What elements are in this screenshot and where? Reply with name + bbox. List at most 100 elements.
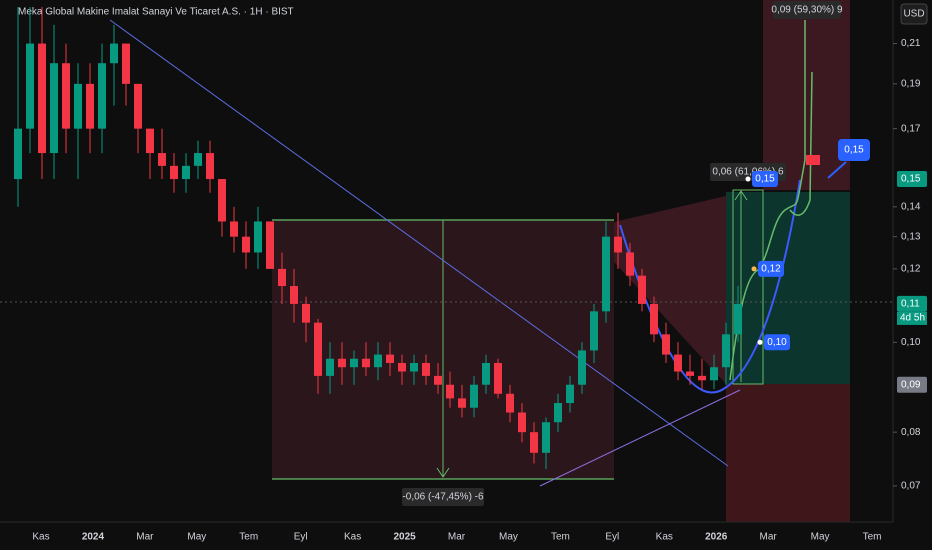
measure-box bbox=[732, 189, 764, 385]
candle-body bbox=[182, 165, 190, 180]
candle-body bbox=[506, 393, 514, 413]
candle-body bbox=[86, 83, 94, 129]
arrow-head bbox=[436, 467, 450, 478]
callout-box bbox=[838, 139, 870, 161]
candle-body bbox=[686, 371, 694, 376]
measure-label: -0,06 (-47,45%) -6 bbox=[402, 492, 484, 503]
candle-body bbox=[326, 358, 334, 376]
candle-body bbox=[338, 358, 346, 368]
x-tick-label: May bbox=[811, 532, 830, 543]
fan-area bbox=[614, 196, 726, 384]
candle-body bbox=[710, 367, 718, 381]
price-label-note: 4d 5h bbox=[900, 313, 925, 324]
candle-body bbox=[446, 384, 454, 399]
candle-body bbox=[218, 179, 226, 222]
chart-title: Meka Global Makine Imalat Sanayi Ve Tica… bbox=[18, 7, 294, 18]
y-tick-label: 0,12 bbox=[901, 264, 921, 275]
x-tick-label: Mar bbox=[136, 532, 154, 543]
candle-body bbox=[578, 350, 586, 385]
marker-label: 0,10 bbox=[767, 337, 787, 348]
candle-body bbox=[350, 358, 358, 368]
measure-label: 0,06 (61,06%) 6 bbox=[712, 167, 784, 178]
y-tick-label: 0,19 bbox=[901, 79, 921, 90]
support-line bbox=[539, 389, 741, 487]
candle-body bbox=[638, 275, 646, 304]
candle-body bbox=[674, 354, 682, 372]
candle-body bbox=[158, 153, 166, 166]
price-label: 0,11 bbox=[901, 299, 920, 310]
currency-box bbox=[900, 3, 928, 25]
candle-body bbox=[554, 403, 562, 423]
marker-box bbox=[752, 171, 778, 188]
marker-box bbox=[758, 260, 784, 277]
arrow-head bbox=[734, 190, 748, 201]
x-tick-label: Kas bbox=[32, 532, 49, 543]
projection bbox=[789, 71, 813, 216]
x-tick-label: May bbox=[499, 532, 518, 543]
candle-body bbox=[110, 43, 118, 64]
price-label-box bbox=[897, 376, 927, 393]
candle-body bbox=[14, 128, 22, 180]
drawings bbox=[0, 0, 893, 522]
candle-body bbox=[314, 322, 322, 376]
measure-box-label bbox=[773, 1, 841, 19]
y-tick-label: 0,10 bbox=[901, 337, 921, 348]
x-tick-label: Tem bbox=[551, 532, 570, 543]
marker-label: 0,15 bbox=[755, 174, 775, 185]
candle-body bbox=[398, 362, 406, 372]
marker-dot bbox=[751, 266, 757, 272]
marker-dot bbox=[757, 339, 763, 345]
candle-body bbox=[650, 303, 658, 335]
marker-label: 0,12 bbox=[761, 264, 781, 275]
candle-body bbox=[362, 358, 370, 368]
measure-label: 0,09 (59,30%) 9 bbox=[771, 5, 843, 16]
x-tick-label: May bbox=[187, 532, 206, 543]
candle-body bbox=[134, 83, 142, 129]
candle-body bbox=[170, 165, 178, 180]
candle-body bbox=[26, 43, 34, 129]
marker-box bbox=[764, 334, 790, 351]
candle-body bbox=[566, 384, 574, 404]
candle-body bbox=[278, 268, 286, 287]
x-tick-label: Mar bbox=[760, 532, 778, 543]
candle-body bbox=[410, 362, 418, 372]
candle-body bbox=[242, 236, 250, 253]
x-tick-label: Mar bbox=[448, 532, 466, 543]
candle-body bbox=[206, 153, 214, 180]
measure-box-label bbox=[402, 488, 484, 506]
candle-body bbox=[590, 311, 598, 351]
x-tick-label: Tem bbox=[239, 532, 258, 543]
candle-body bbox=[122, 43, 130, 84]
y-tick-label: 0,17 bbox=[901, 123, 921, 134]
candle-body bbox=[98, 63, 106, 129]
callout: 0,15 bbox=[844, 145, 864, 156]
candle-body bbox=[602, 236, 610, 312]
price-label: 0,15 bbox=[901, 174, 921, 185]
candle-body bbox=[470, 384, 478, 408]
candle-body bbox=[458, 398, 466, 408]
candle-body bbox=[662, 334, 670, 355]
candle-body bbox=[146, 128, 154, 154]
candle-body bbox=[734, 303, 742, 335]
candle-body bbox=[230, 221, 238, 237]
marker-dot bbox=[745, 176, 751, 182]
candle-body bbox=[302, 303, 310, 323]
candle-body bbox=[374, 354, 382, 368]
flag bbox=[806, 155, 820, 165]
candle-body bbox=[482, 362, 490, 385]
price-label-box bbox=[897, 295, 927, 312]
x-tick-label: Kas bbox=[656, 532, 673, 543]
callout-pointer bbox=[827, 161, 847, 179]
candle-body bbox=[434, 375, 442, 385]
candle-body bbox=[62, 63, 70, 129]
x-tick-label: Kas bbox=[344, 532, 361, 543]
price-label-box bbox=[897, 311, 927, 325]
x-tick-label: Tem bbox=[863, 532, 882, 543]
y-tick-label: 0,08 bbox=[901, 427, 921, 438]
projection bbox=[729, 20, 806, 381]
candle-body bbox=[614, 236, 622, 253]
trend-line bbox=[109, 19, 729, 467]
candle-body bbox=[422, 362, 430, 376]
price-label: 0,09 bbox=[901, 379, 921, 390]
